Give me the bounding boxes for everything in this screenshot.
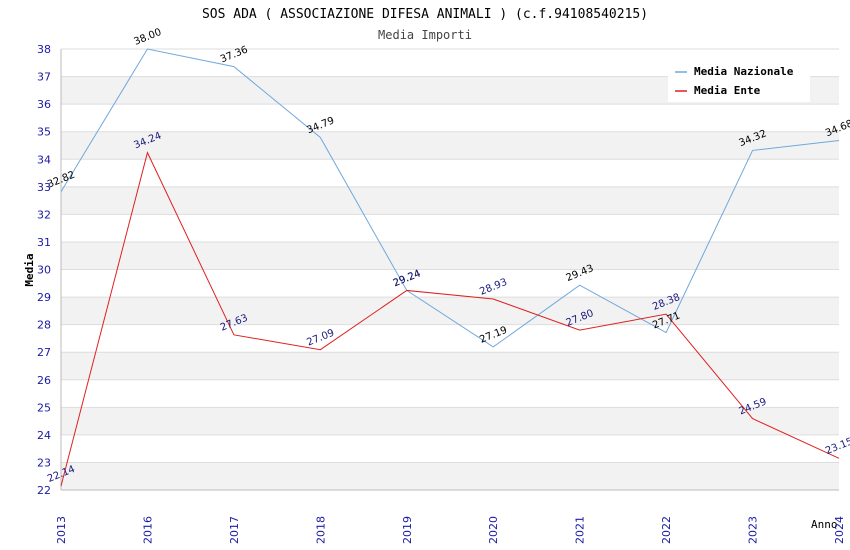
grid-band: [61, 407, 839, 435]
data-label: 28.93: [478, 277, 509, 298]
x-tick-label: 2019: [401, 516, 414, 544]
data-label: 27.09: [305, 328, 336, 349]
y-tick-label: 23: [37, 456, 51, 469]
legend-box: [668, 60, 810, 102]
legend-label-media-ente: Media Ente: [694, 84, 761, 97]
chart-title: SOS ADA ( ASSOCIAZIONE DIFESA ANIMALI ) …: [202, 7, 648, 22]
x-tick-label: 2022: [660, 516, 673, 544]
x-tick-label: 2018: [314, 516, 327, 544]
y-tick-label: 24: [37, 429, 51, 442]
grid-bands: [61, 76, 839, 490]
series-line-media-nazionale: [60, 48, 840, 348]
x-tick-label: 2013: [55, 516, 68, 544]
x-tick-label: 2023: [747, 516, 760, 544]
y-tick-label: 31: [37, 236, 51, 249]
x-tick-label: 2024: [833, 516, 846, 544]
y-tick-label: 26: [37, 374, 51, 387]
grid-band: [61, 131, 839, 160]
y-tick-label: 37: [37, 71, 51, 84]
y-tick-label: 35: [37, 126, 51, 139]
grid-band: [61, 462, 839, 490]
y-tick-label: 38: [37, 43, 51, 56]
x-axis-label: Anno: [811, 518, 838, 531]
y-tick-label: 25: [37, 401, 51, 414]
data-label: 37.36: [219, 44, 250, 65]
chart-subtitle: Media Importi: [378, 28, 472, 42]
y-tick-label: 32: [37, 208, 51, 221]
y-tick-label: 36: [37, 98, 51, 111]
y-tick-label: 33: [37, 181, 51, 194]
data-label: 23.15: [824, 436, 850, 457]
y-tick-label: 27: [37, 346, 51, 359]
grid-band: [61, 352, 839, 380]
series-line-media-ente: [60, 151, 840, 487]
y-tick-label: 34: [37, 153, 51, 166]
legend-label-media-nazionale: Media Nazionale: [694, 65, 794, 78]
data-label: 27.19: [478, 325, 509, 346]
y-tick-labels: 22 23 24 25 26 27 28 29 30 31 32 33 34 35 36 37 38: [37, 43, 51, 497]
x-tick-labels: 2013 2016 2017 2018 2019 2020 2021 2022 2023 2024: [55, 516, 846, 544]
y-tick-label: 28: [37, 319, 51, 332]
grid-band: [61, 241, 839, 270]
legend: Media Nazionale Media Ente: [668, 60, 810, 102]
y-axis-label: Media: [23, 253, 36, 286]
x-tick-label: 2021: [574, 516, 587, 544]
y-tick-label: 29: [37, 291, 51, 304]
grid-band: [61, 297, 839, 325]
grid-band: [61, 186, 839, 215]
x-tick-label: 2020: [487, 516, 500, 544]
data-label: 38.00: [132, 27, 163, 48]
y-tick-label: 30: [37, 264, 51, 277]
x-tick-label: 2017: [228, 516, 241, 544]
series-lines: [60, 48, 840, 487]
y-tick-label: 22: [37, 484, 51, 497]
x-tick-label: 2016: [141, 516, 154, 544]
